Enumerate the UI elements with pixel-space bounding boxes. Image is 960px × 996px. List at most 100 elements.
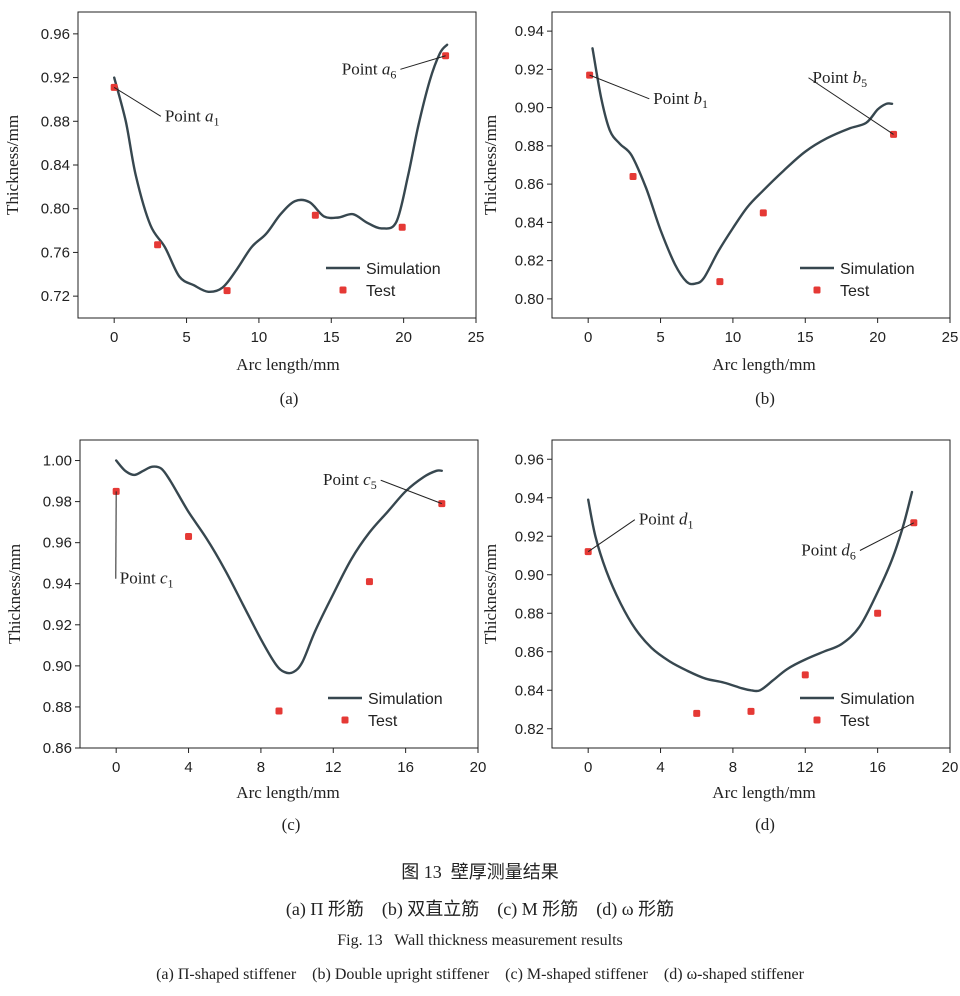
y-tick-label: 0.96	[43, 535, 72, 552]
y-tick-label: 0.88	[43, 699, 72, 716]
caption-zh-subcaptions: (a) Π 形筋 (b) 双直立筋 (c) M 形筋 (d) ω 形筋	[285, 899, 675, 919]
test-point	[747, 707, 755, 715]
legend-swatch-test	[813, 716, 821, 724]
x-axis-title: Arc length/mm	[236, 783, 339, 802]
y-tick-label: 0.88	[515, 605, 544, 622]
test-point	[185, 533, 193, 541]
y-tick-label: 0.94	[43, 576, 72, 593]
chart-panel-3: 0 4 8 12 16 20 0.86 0.88 0.90 0.92 0.94 0.96 0.98 1.0…	[5, 439, 487, 834]
panel-label: (c)	[282, 815, 301, 834]
x-tick-label: 20	[942, 759, 959, 776]
y-tick-label: 0.86	[515, 644, 544, 661]
y-tick-label: 0.84	[515, 214, 544, 231]
y-tick-label: 0.92	[41, 70, 70, 87]
x-tick-label: 10	[251, 329, 268, 346]
x-tick-label: 16	[397, 759, 414, 776]
x-tick-label: 16	[869, 759, 886, 776]
annotation-leader	[380, 479, 442, 505]
annotation-label: Point b5	[813, 68, 868, 90]
annotation-label: Point a6	[342, 59, 397, 81]
y-tick-label: 0.92	[515, 528, 544, 545]
legend-swatch-test	[339, 286, 347, 294]
legend-label-simulation: Simulation	[368, 691, 443, 708]
x-axis-title: Arc length/mm	[712, 783, 815, 802]
x-tick-label: 8	[729, 759, 737, 776]
legend-label-test: Test	[840, 283, 870, 300]
legend-label-simulation: Simulation	[840, 261, 915, 278]
test-point	[716, 278, 724, 286]
annotation-label: Point a1	[165, 106, 220, 128]
x-tick-label: 15	[797, 329, 814, 346]
y-tick-label: 0.84	[41, 157, 70, 174]
y-tick-label: 0.88	[515, 138, 544, 155]
chart-panel-2: 0 5 10 15 20 25 0.80 0.82 0.84 0.86 0.88 0.90 0.92 0.…	[481, 11, 958, 408]
caption-zh-title: 图 13 壁厚测量结果	[401, 862, 559, 882]
x-tick-label: 0	[112, 759, 120, 776]
y-tick-label: 1.00	[43, 453, 72, 470]
annotation-label: Point d1	[639, 510, 694, 532]
x-tick-label: 8	[257, 759, 265, 776]
annotation-leader	[113, 86, 162, 117]
y-tick-label: 0.98	[43, 494, 72, 511]
chart-panel-4: 0 4 8 12 16 20 0.82 0.84 0.86 0.88 0.90 0.92 0.94 0.9…	[481, 439, 959, 834]
simulation-line	[591, 47, 894, 286]
y-tick-label: 0.82	[515, 721, 544, 738]
y-axis-title: Thickness/mm	[3, 115, 22, 215]
x-tick-label: 0	[584, 329, 592, 346]
simulation-line	[587, 490, 914, 693]
caption-en-subcaptions: (a) Π-shaped stiffener (b) Double uprigh…	[156, 966, 804, 983]
legend-swatch-test	[813, 286, 821, 294]
annotation-label: Point c5	[323, 470, 377, 492]
x-tick-label: 4	[656, 759, 664, 776]
x-tick-label: 0	[584, 759, 592, 776]
legend-label-simulation: Simulation	[366, 261, 441, 278]
x-tick-label: 20	[470, 759, 487, 776]
y-tick-label: 0.86	[515, 176, 544, 193]
annotation-label: Point c1	[120, 569, 174, 591]
x-tick-label: 20	[869, 329, 886, 346]
annotation-label: Point b1	[653, 89, 708, 111]
y-tick-label: 0.94	[515, 23, 544, 40]
test-point	[759, 209, 767, 217]
plot-frame	[551, 11, 951, 319]
y-tick-label: 0.86	[43, 740, 72, 757]
annotation-leader	[589, 74, 650, 100]
simulation-line	[115, 459, 443, 675]
annotation-leader	[587, 519, 636, 553]
y-tick-label: 0.82	[515, 253, 544, 270]
caption-en-title: Fig. 13 Wall thickness measurement resul…	[337, 932, 623, 949]
x-tick-label: 12	[325, 759, 342, 776]
y-tick-label: 0.80	[41, 201, 70, 218]
plot-frame	[79, 439, 479, 749]
y-tick-label: 0.88	[41, 113, 70, 130]
x-tick-label: 5	[182, 329, 190, 346]
test-point	[154, 241, 162, 249]
y-tick-label: 0.92	[43, 617, 72, 634]
y-tick-label: 0.80	[515, 291, 544, 308]
chart-panel-1: 0 5 10 15 20 25 0.72 0.76 0.80 0.84 0.88 0.92 0.96 Ar…	[3, 11, 485, 408]
annotation-label: Point d6	[801, 541, 856, 563]
test-point	[693, 709, 701, 717]
simulation-line	[113, 43, 449, 294]
legend-label-test: Test	[368, 713, 398, 730]
panel-label: (b)	[755, 389, 775, 408]
y-tick-label: 0.94	[515, 490, 544, 507]
x-tick-label: 25	[468, 329, 485, 346]
figure-canvas: 0 5 10 15 20 25 0.72 0.76 0.80 0.84 0.88 0.92 0.96 Ar…	[3, 11, 959, 834]
test-point	[801, 671, 809, 679]
y-tick-label: 0.92	[515, 61, 544, 78]
x-tick-label: 20	[395, 329, 412, 346]
y-tick-label: 0.90	[43, 658, 72, 675]
legend-label-simulation: Simulation	[840, 691, 915, 708]
y-tick-label: 0.90	[515, 567, 544, 584]
annotation-leader	[859, 522, 915, 551]
annotation-leader	[400, 55, 446, 70]
x-tick-label: 5	[656, 329, 664, 346]
test-point	[874, 609, 882, 617]
legend-swatch-test	[341, 716, 349, 724]
x-axis-title: Arc length/mm	[236, 355, 339, 374]
test-point	[223, 287, 231, 295]
test-point	[275, 707, 283, 715]
panel-label: (a)	[280, 389, 299, 408]
y-tick-label: 0.84	[515, 682, 544, 699]
